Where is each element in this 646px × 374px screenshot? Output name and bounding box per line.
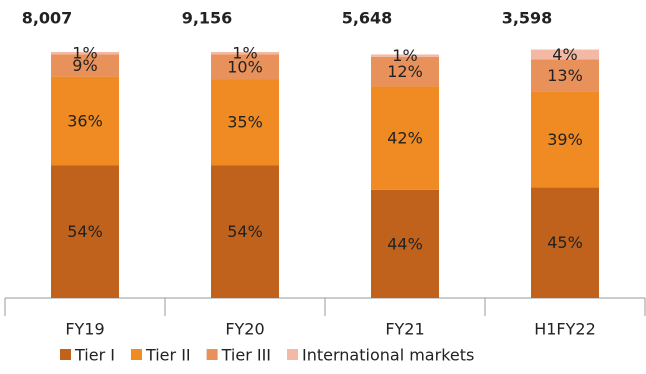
bar-segment: [51, 52, 119, 55]
bar-segment: [371, 86, 439, 190]
legend-swatch: [287, 349, 299, 360]
segment-label: 45%: [547, 233, 583, 252]
total-label: 5,648: [342, 9, 393, 28]
total-label: 8,007: [22, 9, 73, 28]
legend-swatch: [60, 349, 71, 360]
segment-label: 39%: [547, 130, 583, 149]
x-tick-label: H1FY22: [534, 320, 596, 339]
x-tick-label: FY20: [225, 320, 264, 339]
x-tick-label: FY21: [385, 320, 424, 339]
bar-segment: [531, 91, 599, 188]
segment-label: 54%: [67, 222, 103, 241]
segment-label: 42%: [387, 129, 423, 148]
bar-segment: [531, 59, 599, 92]
x-tick-label: FY19: [65, 320, 104, 339]
legend-label: International markets: [302, 346, 474, 365]
segment-label: 1%: [72, 44, 97, 63]
bar-segment: [211, 165, 279, 298]
legend-swatch: [206, 349, 218, 360]
segment-label: 1%: [232, 44, 257, 63]
segment-label: 35%: [227, 113, 263, 132]
total-label: 3,598: [502, 9, 553, 28]
segment-label: 12%: [387, 62, 423, 81]
segment-label: 4%: [552, 45, 577, 64]
segment-label: 1%: [392, 46, 417, 65]
bar-segment: [51, 165, 119, 298]
total-label: 9,156: [182, 9, 233, 28]
segment-label: 13%: [547, 66, 583, 85]
segment-label: 44%: [387, 234, 423, 253]
segment-label: 10%: [227, 57, 263, 76]
bar-segment: [371, 54, 439, 57]
segment-label: 54%: [227, 222, 263, 241]
legend-swatch: [130, 349, 142, 360]
bar-segment: [371, 56, 439, 87]
legend-label: Tier II: [145, 346, 191, 365]
bar-segment: [531, 187, 599, 298]
legend-label: Tier I: [74, 346, 115, 365]
segment-label: 9%: [72, 56, 97, 75]
legend-label: Tier III: [221, 346, 271, 365]
bar-segment: [371, 189, 439, 298]
bar-segment: [211, 52, 279, 55]
bar-segment: [51, 76, 119, 166]
bar-segment: [211, 79, 279, 166]
bar-segment: [211, 54, 279, 80]
bar-segment: [531, 49, 599, 60]
bar-segment: [51, 54, 119, 77]
segment-label: 36%: [67, 111, 103, 130]
